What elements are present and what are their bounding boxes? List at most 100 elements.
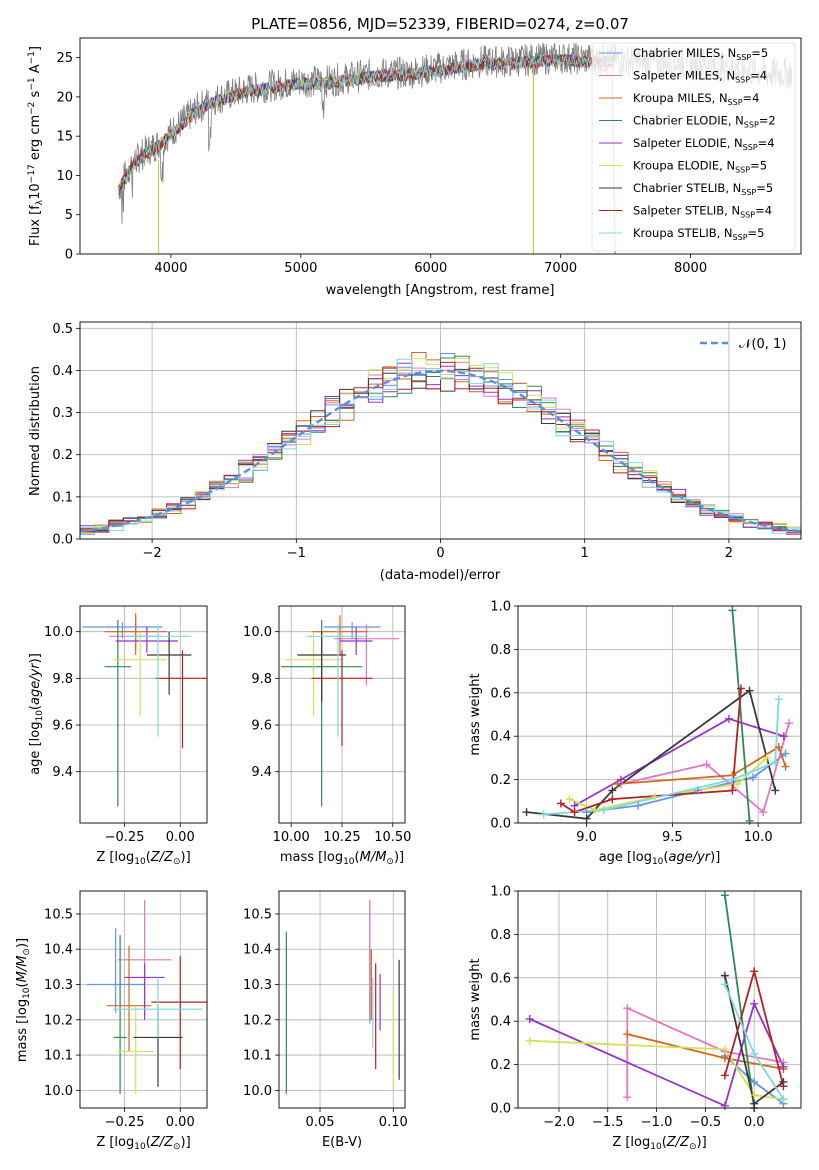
legend-entry: Kroupa MILES, NSSP=4 bbox=[633, 91, 759, 107]
residual-histogram-panel: −2 −1 0 1 2 0.0 0.1 0.2 0.3 0.4 0.5 (data-model)/er… bbox=[28, 321, 802, 583]
y-tick-label: 0.2 bbox=[52, 448, 73, 463]
y-tick-label: 0.5 bbox=[52, 322, 73, 337]
y-tick-label: 0.4 bbox=[490, 730, 511, 745]
axes-frame bbox=[517, 890, 802, 1109]
axes-frame bbox=[79, 890, 208, 1109]
x-axis-label: wavelength [Angstrom, rest frame] bbox=[326, 283, 555, 298]
plus-marker bbox=[750, 1090, 759, 1099]
y-axis-label: mass weight bbox=[468, 958, 483, 1040]
y-tick-label: 10.0 bbox=[243, 1084, 272, 1099]
y-tick-label: 15 bbox=[56, 130, 73, 145]
y-tick-label: 1.0 bbox=[490, 600, 511, 615]
legend-entry: Chabrier ELODIE, NSSP=2 bbox=[633, 114, 776, 130]
x-tick-label: −0.25 bbox=[105, 830, 145, 845]
y-tick-label: 10.0 bbox=[44, 1084, 73, 1099]
x-tick-label: 10.00 bbox=[273, 830, 310, 845]
y-tick-label: 10.0 bbox=[44, 625, 73, 640]
spectrum-legend: Chabrier MILES, NSSP=5 Salpeter MILES, NS… bbox=[591, 42, 796, 252]
y-tick-label: 0.2 bbox=[490, 773, 511, 788]
x-axis-label: age [log10(age/yr)] bbox=[599, 850, 721, 867]
mass-weight-line bbox=[529, 1039, 784, 1101]
plus-marker bbox=[720, 1054, 729, 1063]
y-tick-label: 0.8 bbox=[490, 928, 511, 943]
legend-entry: Salpeter ELODIE, NSSP=4 bbox=[633, 136, 775, 152]
x-tick-label: 8000 bbox=[674, 261, 707, 276]
plus-marker bbox=[525, 1015, 534, 1024]
y-tick-label: 10.4 bbox=[243, 943, 272, 958]
y-tick-label: 0.8 bbox=[490, 643, 511, 658]
y-tick-label: 10.3 bbox=[44, 978, 73, 993]
x-tick-label: −1 bbox=[287, 546, 306, 561]
y-axis-label: Normed distribution bbox=[28, 366, 43, 496]
plus-marker bbox=[556, 799, 565, 808]
plus-marker bbox=[750, 1099, 759, 1108]
y-tick-label: 10.4 bbox=[44, 943, 73, 958]
x-tick-label: −2.0 bbox=[543, 1115, 575, 1130]
y-axis-label: age [log10(age/yr)] bbox=[28, 653, 45, 775]
plus-marker bbox=[750, 967, 759, 976]
age-vs-mass-panel: 10.00 10.25 10.50 9.4 9.6 9.8 10.0 mass [log10(… bbox=[243, 605, 411, 867]
mass-weight-vs-metallicity-panel: −2.0 −1.5 −1.0 −0.5 0.0 0.0 0.2 0.4 0.6 0.8 1.0 Z [… bbox=[468, 885, 802, 1152]
x-tick-label: 0 bbox=[436, 546, 444, 561]
plus-marker bbox=[613, 779, 622, 788]
x-tick-label: 0.00 bbox=[166, 830, 195, 845]
mass-weight-vs-age-panel: 9.0 9.5 10.0 0.0 0.2 0.4 0.6 0.8 1.0 age [log10(a… bbox=[468, 600, 802, 867]
x-tick-label: 0.00 bbox=[166, 1115, 195, 1130]
legend-entry: Kroupa ELODIE, NSSP=5 bbox=[633, 159, 767, 175]
plus-marker bbox=[784, 719, 793, 728]
y-tick-label: 10.2 bbox=[243, 1013, 272, 1028]
x-tick-label: −0.25 bbox=[105, 1115, 145, 1130]
plus-marker bbox=[608, 786, 617, 795]
plus-marker bbox=[779, 1082, 788, 1091]
x-tick-label: 0.05 bbox=[306, 1115, 335, 1130]
plus-marker bbox=[623, 1093, 632, 1102]
x-tick-label: 10.0 bbox=[744, 830, 773, 845]
y-axis-label: mass [log10(M/M⊙)] bbox=[15, 938, 32, 1062]
plus-marker bbox=[750, 999, 759, 1008]
plot-area bbox=[281, 615, 399, 807]
plus-marker bbox=[616, 775, 625, 784]
x-tick-label: 6000 bbox=[414, 261, 447, 276]
plus-marker bbox=[539, 810, 548, 819]
plus-marker bbox=[733, 779, 742, 788]
plus-marker bbox=[623, 1030, 632, 1039]
plus-marker bbox=[720, 891, 729, 900]
plus-marker bbox=[779, 732, 788, 741]
legend-entry: Chabrier STELIB, NSSP=5 bbox=[633, 181, 773, 197]
plot-area bbox=[82, 613, 207, 807]
plus-marker bbox=[720, 1101, 729, 1110]
plus-marker bbox=[720, 980, 729, 989]
y-tick-label: 0.6 bbox=[490, 686, 511, 701]
legend-entry: Salpeter STELIB, NSSP=4 bbox=[633, 204, 772, 220]
y-tick-label: 0.2 bbox=[490, 1058, 511, 1073]
plus-marker bbox=[728, 775, 737, 784]
y-tick-label: 0.0 bbox=[52, 533, 73, 548]
y-tick-label: 10.5 bbox=[44, 907, 73, 922]
y-tick-label: 25 bbox=[56, 51, 73, 66]
plus-marker bbox=[750, 1077, 759, 1086]
plus-marker bbox=[745, 816, 754, 825]
legend-entry: Chabrier MILES, NSSP=5 bbox=[633, 46, 768, 62]
axes-frame bbox=[517, 605, 802, 824]
y-tick-label: 10.1 bbox=[243, 1049, 272, 1064]
legend-entry: 𝒩(0, 1) bbox=[739, 337, 786, 352]
plus-marker bbox=[736, 684, 745, 693]
y-tick-label: 10 bbox=[56, 169, 73, 184]
x-tick-label: −1.0 bbox=[641, 1115, 673, 1130]
plus-marker bbox=[781, 749, 790, 758]
y-tick-label: 0.0 bbox=[490, 817, 511, 832]
y-tick-label: 9.4 bbox=[251, 765, 272, 780]
plus-marker bbox=[634, 801, 643, 810]
x-tick-label: −0.5 bbox=[690, 1115, 722, 1130]
mass-weight-line bbox=[529, 1001, 785, 1108]
plus-marker bbox=[720, 1071, 729, 1080]
plus-marker bbox=[748, 773, 757, 782]
y-axis-label: mass weight bbox=[468, 673, 483, 755]
plus-marker bbox=[570, 808, 579, 817]
normal-reference-curve bbox=[80, 369, 801, 533]
plus-marker bbox=[728, 606, 737, 615]
plot-area bbox=[80, 352, 801, 535]
plus-marker bbox=[599, 805, 608, 814]
plus-marker bbox=[702, 760, 711, 769]
y-tick-label: 0.3 bbox=[52, 406, 73, 421]
